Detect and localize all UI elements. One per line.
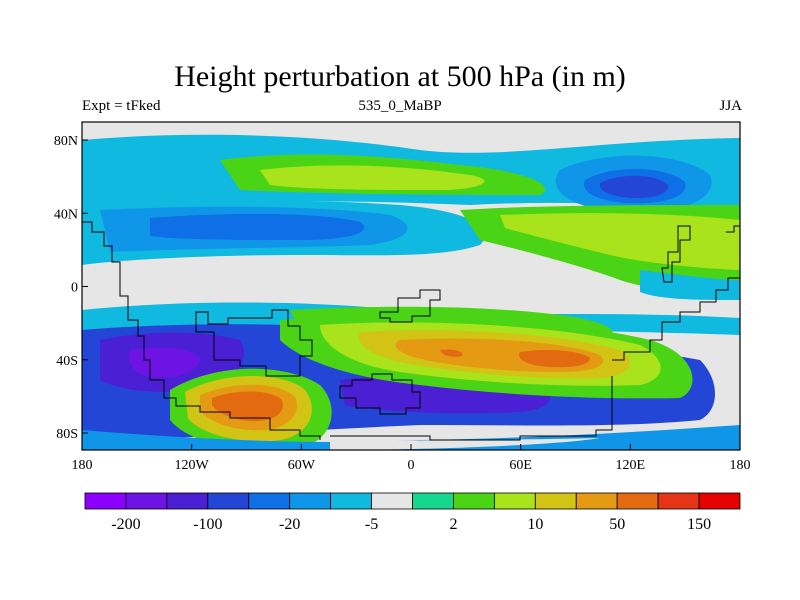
season-label: JJA — [719, 98, 742, 114]
y-tick-label: 80S — [56, 427, 78, 442]
colorbar: -200 -100 -20 -5 2 10 50 150 — [84, 492, 741, 533]
colorbar-swatch — [371, 492, 413, 510]
colorbar-swatch — [412, 492, 454, 510]
colorbar-swatch — [453, 492, 495, 510]
experiment-label: Expt = tFked — [82, 98, 161, 114]
colorbar-swatch — [657, 492, 700, 510]
x-tick-label: 120E — [616, 458, 646, 473]
colorbar-swatch — [534, 492, 577, 510]
coastline-australia — [612, 277, 740, 361]
colorbar-swatch — [84, 492, 127, 510]
colorbar-swatch — [330, 492, 372, 510]
contour-sh-purple-core — [129, 347, 200, 378]
coastline-africa — [379, 289, 441, 323]
coastline-antarctic-peninsula — [339, 373, 421, 415]
colorbar-swatch — [248, 492, 291, 510]
map-title: Height perturbation at 500 hPa (in m) — [174, 60, 626, 93]
x-tick-label: 60E — [509, 458, 532, 473]
y-tick-label: 40N — [54, 207, 78, 222]
x-axis: 180 120W 60W 0 60E 120E 180 — [72, 444, 751, 473]
colorbar-swatch — [616, 492, 659, 510]
continent-outlines — [82, 221, 740, 441]
coastline-south-america — [195, 309, 313, 377]
colorbar-label: 2 — [449, 516, 457, 533]
colorbar-label: -200 — [111, 516, 140, 533]
coastline-nw-americas — [726, 225, 740, 233]
y-tick-label: 80N — [54, 134, 78, 149]
colorbar-swatch — [125, 492, 168, 510]
contour-nh-east-cyan — [640, 270, 740, 300]
contour-nepac-low-core — [599, 175, 669, 199]
contour-north-yellowgreen — [260, 165, 485, 190]
coastline-antarctica — [330, 376, 613, 441]
colorbar-swatch — [698, 492, 741, 510]
colorbar-swatch — [575, 492, 618, 510]
coastline-americas — [82, 221, 321, 440]
colorbar-swatch — [207, 492, 250, 510]
colorbar-label: -100 — [193, 516, 222, 533]
contour-sio-high-core-west — [440, 349, 463, 357]
x-tick-label: 180 — [72, 458, 93, 473]
x-tick-label: 180 — [730, 458, 751, 473]
x-tick-label: 0 — [408, 458, 415, 473]
contour-sio-high-core — [519, 350, 590, 368]
contour-sh-polar-gray — [330, 438, 600, 450]
colorbar-label: -20 — [279, 516, 300, 533]
x-tick-label: 120W — [175, 458, 210, 473]
coastline-asia-east — [661, 225, 691, 283]
colorbar-label: 150 — [687, 516, 711, 533]
contour-sh-polar-cyan — [82, 425, 740, 450]
contour-nh-midlat-darkblue — [150, 213, 365, 240]
y-tick-label: 0 — [71, 281, 78, 296]
colorbar-swatch — [493, 492, 536, 510]
colorbar-swatch — [289, 492, 332, 510]
x-tick-label: 60W — [288, 458, 316, 473]
colorbar-swatch — [166, 492, 209, 510]
y-tick-label: 40S — [56, 354, 78, 369]
y-axis: 80N 40N 0 40S 80S — [54, 134, 88, 442]
colorbar-label: 50 — [609, 516, 625, 533]
colorbar-label: 10 — [527, 516, 543, 533]
case-label: 535_0_MaBP — [358, 98, 442, 114]
colorbar-label: -5 — [365, 516, 378, 533]
contour-field — [82, 122, 740, 450]
